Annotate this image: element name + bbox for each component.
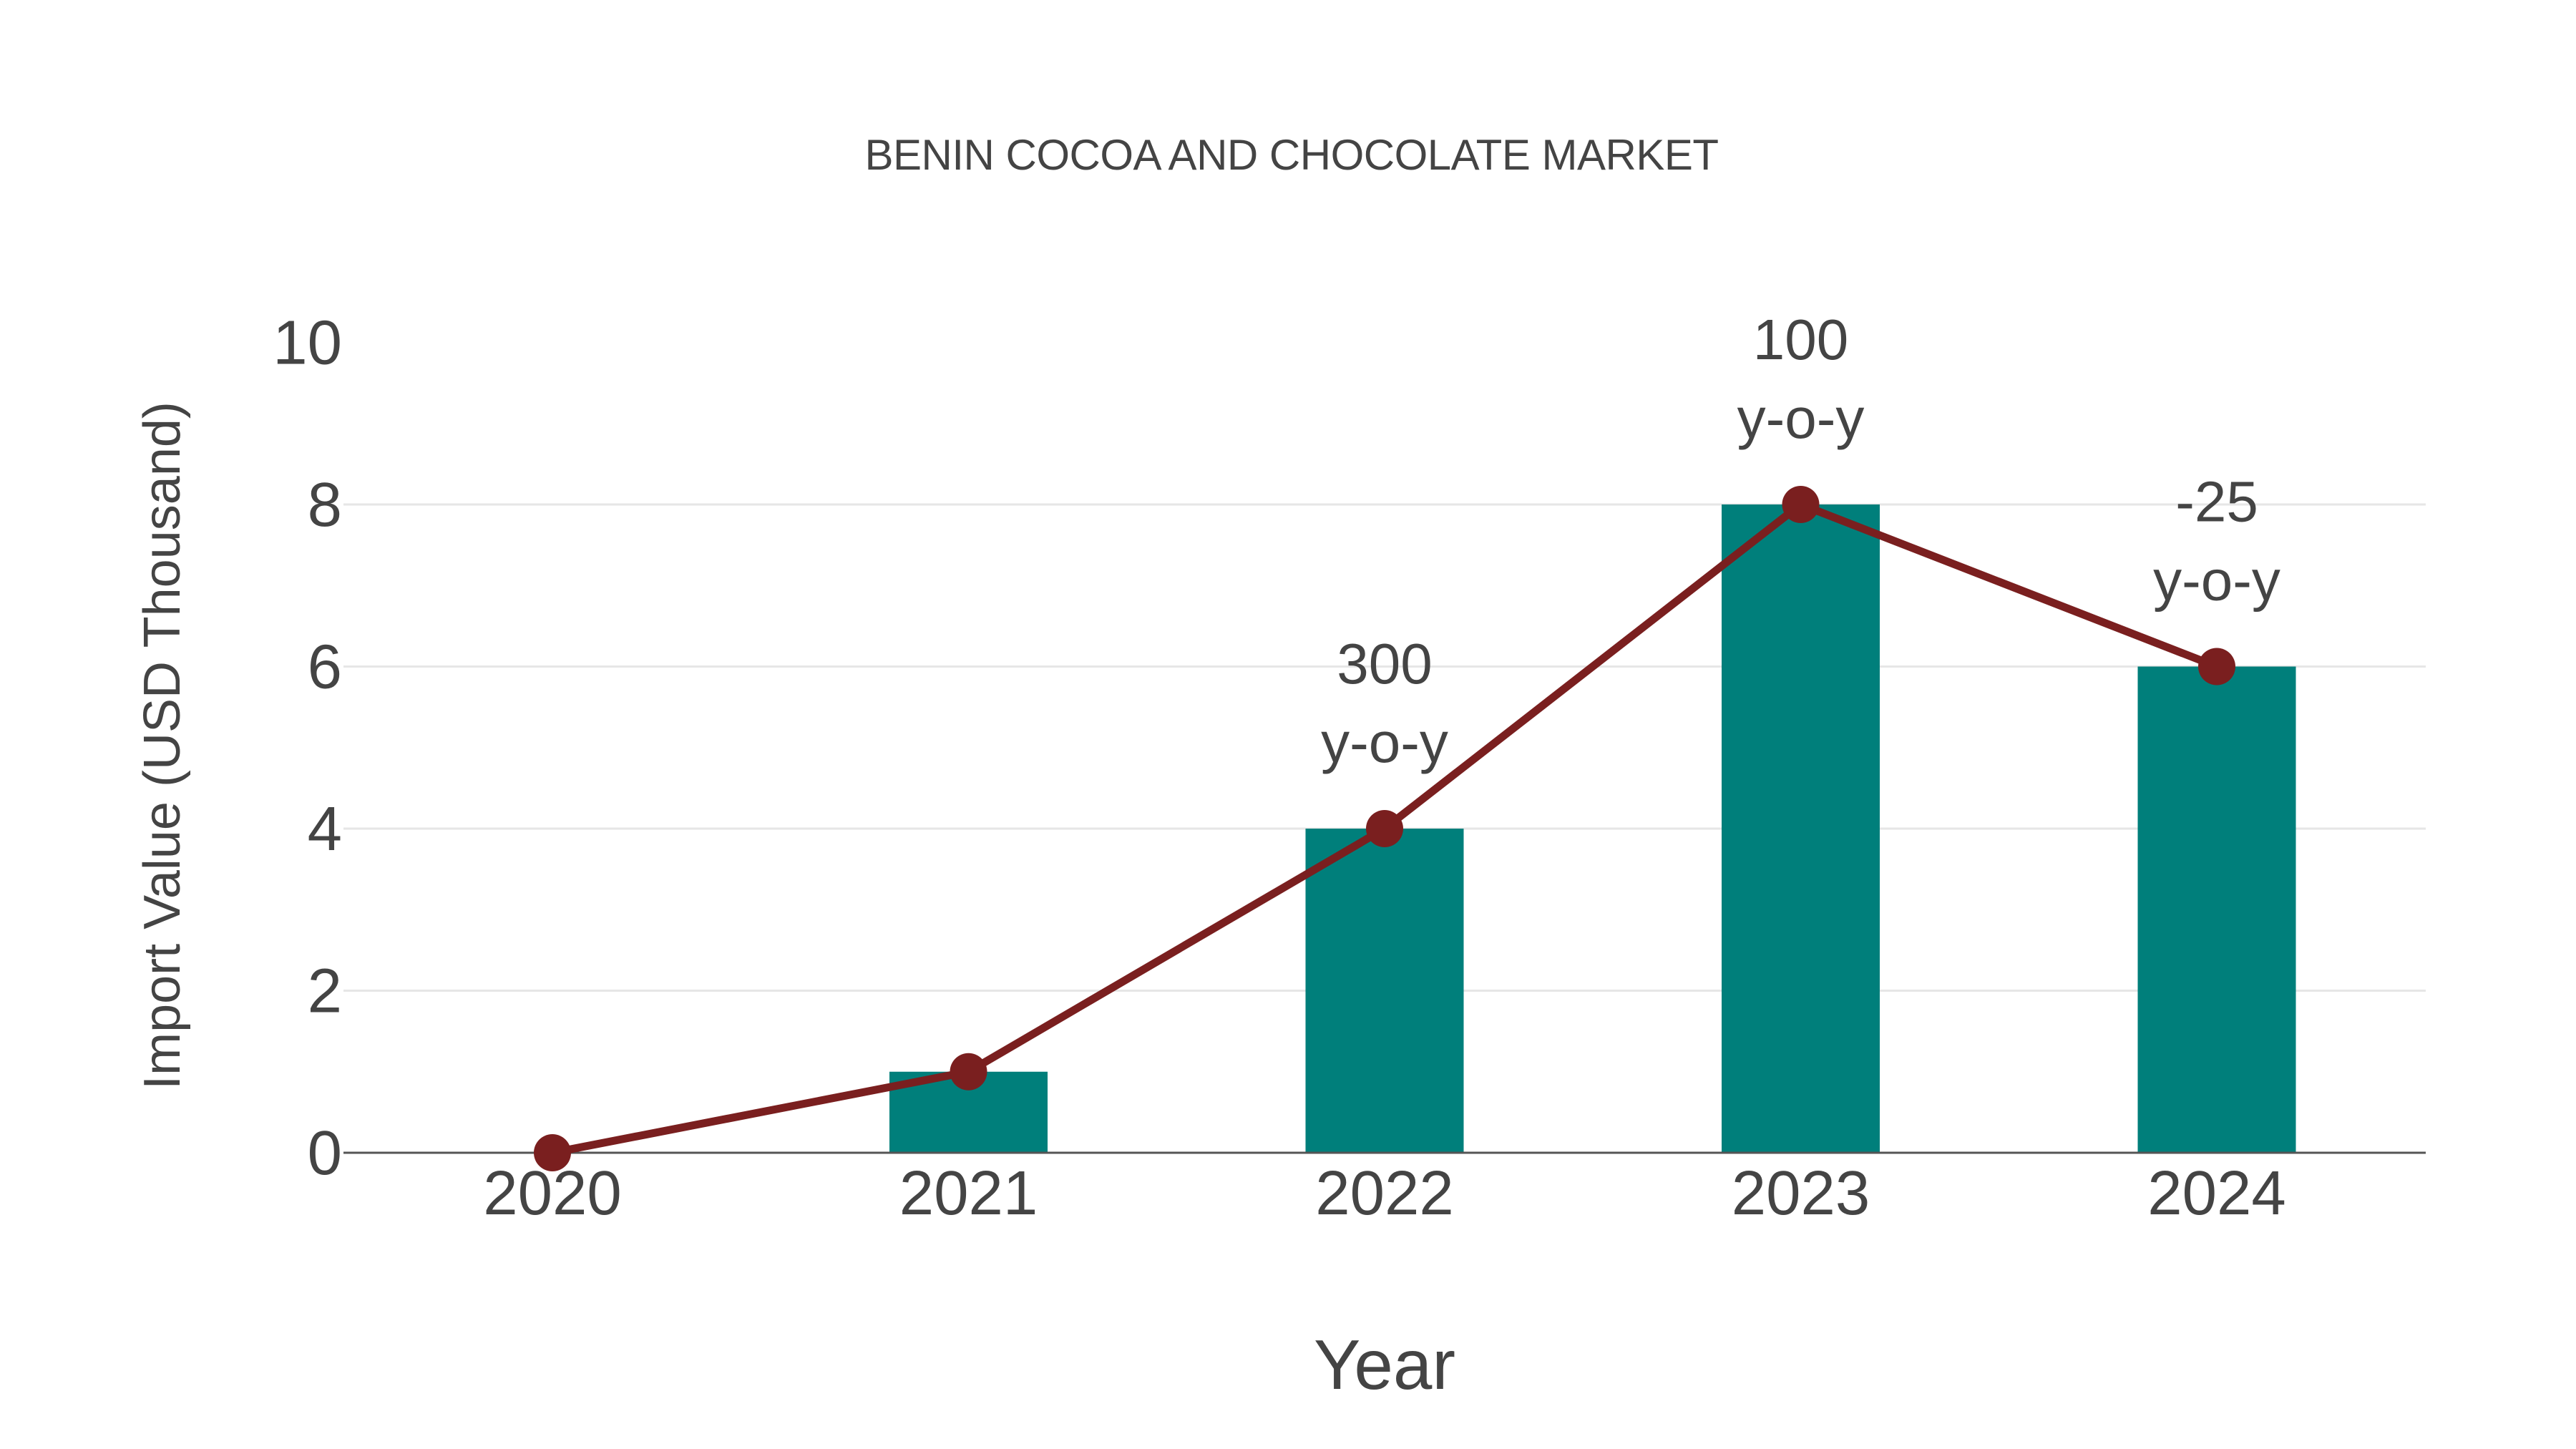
bar-2022[interactable]: [1305, 829, 1464, 1153]
marker-2023[interactable]: [1782, 486, 1820, 523]
bar-2023[interactable]: [1722, 504, 1880, 1153]
x-tick-label: 2020: [483, 1158, 622, 1228]
x-tick-label: 2022: [1315, 1158, 1454, 1228]
annotation-suffix: y-o-y: [1737, 386, 1865, 450]
bar-2024[interactable]: [2137, 666, 2296, 1153]
y-tick-label: 0: [308, 1118, 342, 1188]
line-series: [534, 486, 2235, 1171]
marker-2024[interactable]: [2198, 648, 2235, 686]
annotation-value: 100: [1753, 308, 1848, 371]
annotation-2023: 100 y-o-y: [1737, 308, 1865, 450]
annotation-value: 300: [1337, 632, 1432, 696]
annotation-suffix: y-o-y: [1321, 711, 1448, 774]
chart-title: BENIN COCOA AND CHOCOLATE MARKET: [864, 131, 1719, 179]
annotation-2024: -25 y-o-y: [2153, 470, 2280, 613]
marker-2022[interactable]: [1366, 810, 1403, 847]
y-tick-label: 10: [273, 308, 342, 378]
x-axis-title: Year: [1314, 1325, 1455, 1404]
annotation-value: -25: [2175, 470, 2258, 534]
marker-2020[interactable]: [534, 1134, 571, 1171]
x-tick-label: 2023: [1732, 1158, 1870, 1228]
bar-series: [889, 504, 2296, 1153]
annotation-2022: 300 y-o-y: [1321, 632, 1448, 774]
x-tick-label: 2024: [2147, 1158, 2286, 1228]
marker-2021[interactable]: [950, 1053, 987, 1091]
x-tick-label: 2021: [899, 1158, 1038, 1228]
y-tick-label: 2: [308, 957, 342, 1026]
yoy-annotations: 300 y-o-y 100 y-o-y -25 y-o-y: [1321, 308, 2280, 774]
x-axis-ticks: 2020 2021 2022 2023 2024: [483, 1158, 2286, 1228]
y-axis-ticks: 0 2 4 6 8 10: [273, 308, 342, 1189]
annotation-suffix: y-o-y: [2153, 549, 2280, 613]
y-tick-label: 4: [308, 794, 342, 864]
y-tick-label: 6: [308, 633, 342, 702]
y-axis-title: Import Value (USD Thousand): [134, 401, 191, 1090]
y-tick-label: 8: [308, 470, 342, 540]
